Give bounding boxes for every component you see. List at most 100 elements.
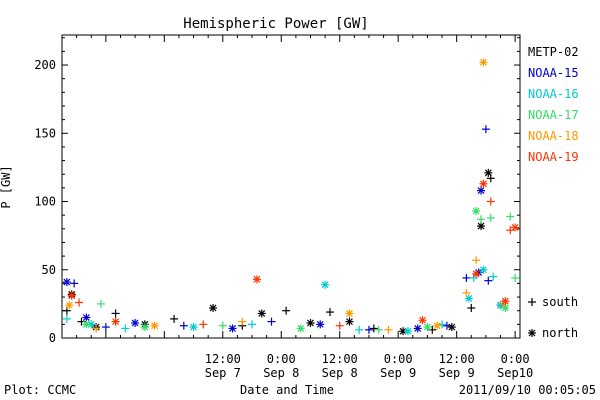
data-point-noaa-18 <box>479 58 488 67</box>
x-tick-date-label: Sep 8 <box>263 366 299 380</box>
data-point-noaa-19 <box>67 291 76 300</box>
y-axis-label: P [GW] <box>0 165 13 208</box>
data-point-noaa-18 <box>345 309 354 318</box>
y-tick-label: 50 <box>42 263 56 277</box>
data-point-noaa-15 <box>179 321 188 330</box>
data-point-noaa-16 <box>62 314 71 323</box>
legend-north-marker <box>528 329 536 337</box>
data-point-noaa-15 <box>316 320 325 329</box>
data-markers <box>62 58 520 336</box>
star-stroke <box>307 319 314 327</box>
data-point-noaa-19 <box>199 320 208 329</box>
data-point-noaa-19 <box>335 321 344 330</box>
star-stroke <box>68 292 76 300</box>
data-point-noaa-17 <box>477 215 486 224</box>
legend-entry-noaa-16: NOAA-16 <box>528 87 579 101</box>
star-stroke <box>229 325 236 332</box>
data-point-metp-02 <box>257 309 266 318</box>
data-point-noaa-17 <box>374 325 383 334</box>
data-point-noaa-17 <box>472 207 481 216</box>
x-tick-date-label: Sep 9 <box>439 366 475 380</box>
x-tick-time-label: 0:00 <box>501 352 530 366</box>
data-point-noaa-17 <box>82 320 91 329</box>
data-point-noaa-18 <box>65 301 74 310</box>
data-point-noaa-18 <box>150 321 159 330</box>
data-point-noaa-18 <box>92 324 101 333</box>
star-stroke <box>151 322 158 330</box>
data-point-noaa-16 <box>479 265 488 274</box>
legend-south-label: south <box>542 295 578 309</box>
legend-north-label: north <box>542 326 578 340</box>
star-stroke <box>480 266 487 274</box>
data-point-metp-02 <box>325 308 334 317</box>
data-point-noaa-18 <box>462 288 471 297</box>
star-stroke <box>82 314 90 321</box>
star-stroke <box>477 222 485 230</box>
data-point-noaa-19 <box>111 317 120 326</box>
star-stroke <box>404 327 412 335</box>
plot-frame <box>61 34 521 339</box>
plot-timestamp: 2011/09/10 00:05:05 <box>459 383 596 397</box>
star-stroke <box>297 325 305 332</box>
data-point-metp-02 <box>477 222 486 231</box>
legend-entry-noaa-19: NOAA-19 <box>528 150 579 164</box>
data-point-noaa-17 <box>423 323 432 332</box>
x-tick-date-label: Sep 7 <box>205 366 241 380</box>
star-stroke <box>448 323 456 331</box>
data-point-noaa-15 <box>442 321 451 330</box>
data-point-noaa-15 <box>228 324 237 333</box>
star-stroke <box>465 294 473 302</box>
data-point-noaa-17 <box>506 212 515 221</box>
data-point-noaa-19 <box>479 179 488 188</box>
y-tick-label: 200 <box>34 58 56 72</box>
data-point-noaa-17 <box>296 324 305 333</box>
star-stroke <box>131 319 139 327</box>
star-stroke <box>472 270 480 278</box>
star-stroke <box>419 316 426 324</box>
y-tick-label: 150 <box>34 126 56 140</box>
star-stroke <box>477 187 485 195</box>
data-point-noaa-17 <box>96 299 105 308</box>
legend: METP-02 NOAA-15 NOAA-16 NOAA-17 NOAA-18 NOAA-… <box>528 45 579 340</box>
data-point-metp-02 <box>170 314 179 323</box>
star-stroke <box>484 169 492 177</box>
legend-entry-metp-02: METP-02 <box>528 45 579 59</box>
x-tick-time-label: 12:00 <box>322 352 358 366</box>
star-stroke <box>480 180 487 188</box>
y-tick-label: 100 <box>34 195 56 209</box>
star-stroke <box>424 323 431 331</box>
data-point-noaa-16 <box>121 324 130 333</box>
star-stroke <box>399 327 407 335</box>
data-point-noaa-19 <box>486 197 495 206</box>
data-point-noaa-19 <box>418 316 427 325</box>
x-tick-time-label: 0:00 <box>267 352 296 366</box>
data-point-metp-02 <box>467 303 476 312</box>
legend-entry-noaa-18: NOAA-18 <box>528 129 579 143</box>
data-point-metp-02 <box>486 174 495 183</box>
star-stroke <box>190 323 197 331</box>
x-tick-time-label: 0:00 <box>384 352 413 366</box>
data-point-noaa-19 <box>75 298 84 307</box>
data-point-noaa-15 <box>131 318 140 327</box>
data-point-noaa-19 <box>511 223 520 232</box>
star-stroke <box>316 320 324 328</box>
data-point-metp-02 <box>369 324 378 333</box>
data-point-noaa-15 <box>101 323 110 332</box>
star-stroke <box>346 310 353 317</box>
data-point-noaa-18 <box>472 256 481 265</box>
data-point-noaa-15 <box>484 276 493 285</box>
data-point-metp-02 <box>306 318 315 327</box>
x-tick-date-label: Sep 8 <box>322 366 358 380</box>
star-stroke <box>209 304 217 312</box>
star-stroke <box>501 297 509 305</box>
data-point-noaa-15 <box>82 313 91 322</box>
data-point-metp-02 <box>111 309 120 318</box>
data-point-noaa-16 <box>321 280 330 289</box>
star-stroke <box>480 58 487 66</box>
data-point-noaa-15 <box>364 325 373 334</box>
data-point-noaa-15 <box>477 186 486 195</box>
plot-credit: Plot: CCMC <box>4 383 76 397</box>
